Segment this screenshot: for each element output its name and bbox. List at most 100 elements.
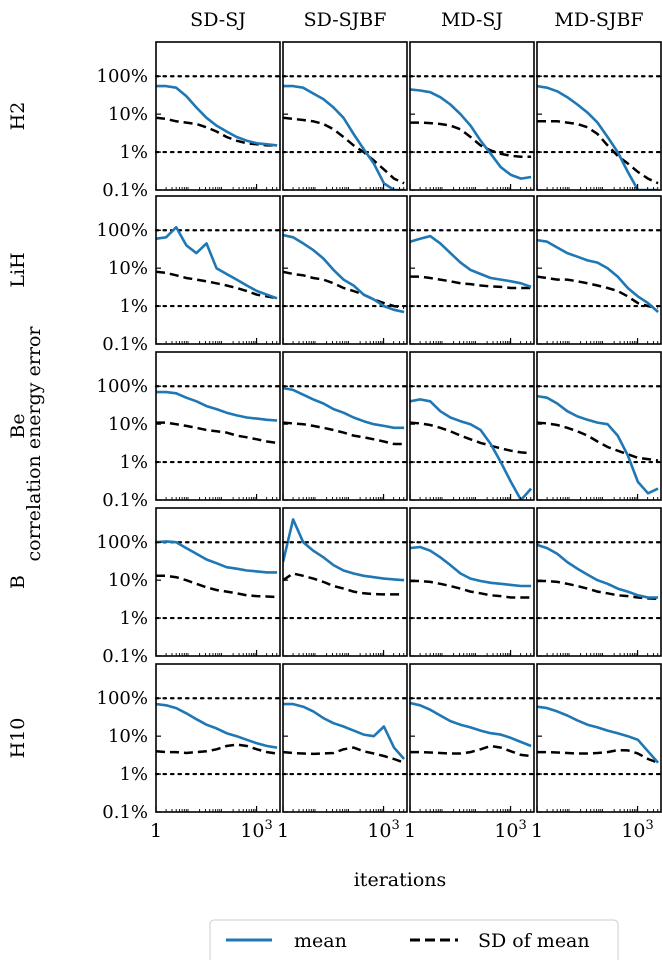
sd-line — [283, 746, 405, 764]
x-tick-label: 1 — [277, 820, 289, 842]
panel-background — [156, 664, 280, 812]
row-label: H10 — [7, 718, 29, 759]
y-tick-label: 100% — [97, 688, 148, 709]
mean-line — [283, 518, 405, 582]
panel-frame — [409, 41, 535, 191]
sd-line — [537, 120, 659, 185]
panel-frame — [155, 351, 281, 501]
panel-Be-MD-SJBF — [535, 351, 662, 501]
mean-line — [410, 88, 532, 180]
panel-LiH-SD-SJ — [154, 195, 282, 345]
labels-layer: correlation energy error iterations SD-S… — [7, 9, 654, 891]
panel-frame — [282, 663, 408, 813]
panel-H2-MD-SJ — [408, 41, 536, 191]
y-tick-label: 1% — [119, 608, 148, 629]
mean-line — [410, 398, 533, 500]
column-title: MD-SJ — [441, 9, 503, 31]
x-tick-label: 1 — [150, 820, 162, 842]
panel-background — [537, 196, 661, 344]
sd-line — [537, 748, 659, 764]
panel-H2-SD-SJ — [154, 41, 282, 191]
legend-sd-label: SD of mean — [478, 930, 590, 952]
x-tick-label: 103 — [494, 818, 526, 842]
mean-line — [156, 540, 278, 574]
panel-frame — [282, 41, 408, 191]
mean-line — [283, 233, 405, 314]
y-tick-label: 0.1% — [102, 490, 148, 511]
column-title: SD-SJBF — [304, 9, 387, 31]
panel-B-SD-SJBF — [281, 507, 409, 657]
sd-line — [537, 421, 659, 462]
mean-line — [283, 386, 405, 430]
panel-background — [156, 352, 280, 500]
y-tick-label: 10% — [108, 570, 148, 591]
sd-line — [156, 574, 278, 599]
y-tick-label: 10% — [108, 104, 148, 125]
row-label: B — [7, 575, 29, 589]
row-label: LiH — [7, 252, 29, 287]
sd-line — [537, 579, 659, 601]
panel-frame — [282, 351, 408, 501]
y-axis-label: correlation energy error — [23, 326, 45, 562]
panel-B-MD-SJ — [408, 507, 536, 657]
legend-mean-label: mean — [294, 930, 347, 952]
mean-line — [156, 390, 278, 422]
panel-frame — [282, 507, 408, 657]
x-tick-label: 103 — [621, 818, 653, 842]
mean-line — [537, 238, 659, 313]
mean-line — [156, 702, 278, 749]
sd-line — [410, 744, 532, 758]
mean-line — [410, 234, 532, 289]
panel-frame — [155, 195, 281, 345]
column-title: SD-SJ — [190, 9, 246, 31]
sd-line — [283, 572, 405, 596]
panel-Be-SD-SJBF — [281, 351, 409, 501]
row-label: H2 — [7, 102, 29, 131]
sd-line — [156, 270, 278, 300]
sd-line — [156, 421, 278, 445]
panel-LiH-MD-SJBF — [535, 195, 662, 345]
sd-line — [283, 116, 405, 185]
panel-frame — [409, 663, 535, 813]
mean-line — [283, 84, 405, 190]
mean-line — [410, 701, 532, 748]
y-tick-label: 10% — [108, 414, 148, 435]
sd-line — [283, 270, 405, 310]
panel-background — [283, 42, 407, 190]
panel-background — [283, 508, 407, 656]
panel-frame — [536, 663, 662, 813]
x-tick-label: 103 — [367, 818, 399, 842]
panel-frame — [155, 663, 281, 813]
panel-H10-SD-SJBF — [281, 663, 409, 813]
sd-line — [283, 421, 405, 446]
panel-frame — [155, 41, 281, 191]
y-tick-label: 10% — [108, 258, 148, 279]
y-tick-label: 1% — [119, 764, 148, 785]
mean-line — [537, 705, 660, 764]
sd-line — [410, 421, 532, 455]
mean-line — [537, 394, 659, 495]
panel-frame — [536, 351, 662, 501]
sd-line — [537, 275, 659, 310]
mean-line — [156, 84, 278, 147]
y-tick-label: 100% — [97, 376, 148, 397]
x-tick-label: 103 — [240, 818, 272, 842]
panel-LiH-SD-SJBF — [281, 195, 409, 345]
y-tick-label: 0.1% — [102, 646, 148, 667]
x-tick-label: 1 — [404, 820, 416, 842]
sd-line — [410, 121, 532, 159]
mean-line — [537, 84, 659, 190]
y-tick-label: 100% — [97, 66, 148, 87]
panel-frame — [536, 41, 662, 191]
y-tick-label: 1% — [119, 452, 148, 473]
mean-line — [283, 702, 406, 760]
panel-background — [410, 42, 534, 190]
panel-frame — [409, 507, 535, 657]
y-tick-label: 0.1% — [102, 180, 148, 201]
panel-Be-SD-SJ — [154, 351, 282, 501]
panel-background — [537, 42, 661, 190]
y-tick-label: 100% — [97, 532, 148, 553]
panel-frame — [536, 507, 662, 657]
sd-line — [156, 743, 278, 755]
panel-H2-MD-SJBF — [535, 41, 662, 191]
